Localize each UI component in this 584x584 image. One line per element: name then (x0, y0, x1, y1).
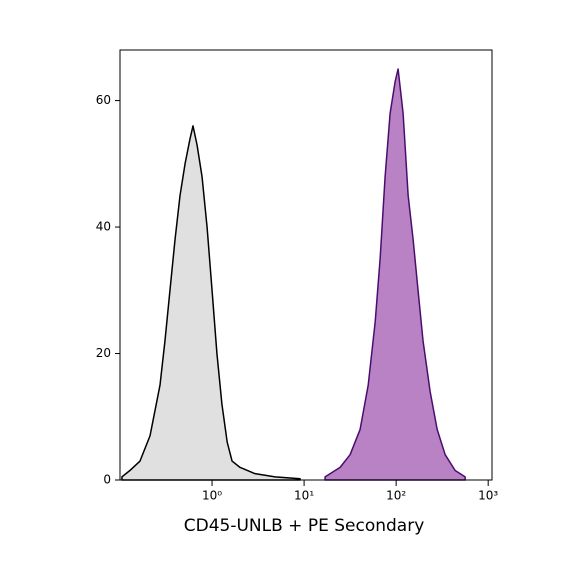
y-tick-label: 0 (103, 473, 111, 487)
y-tick-label: 40 (96, 220, 111, 234)
x-tick-label: 10³ (478, 489, 498, 503)
x-tick-label: 10¹ (294, 489, 314, 503)
x-tick-label: 10² (386, 489, 406, 503)
histogram-area (121, 125, 301, 481)
y-tick-label: 60 (96, 93, 111, 107)
y-tick-label: 20 (96, 346, 111, 360)
x-tick-label: 10⁰ (202, 489, 222, 503)
plot-frame (119, 49, 493, 481)
histogram-area (324, 68, 466, 481)
x-axis-label: CD45-UNLB + PE Secondary (184, 516, 425, 536)
